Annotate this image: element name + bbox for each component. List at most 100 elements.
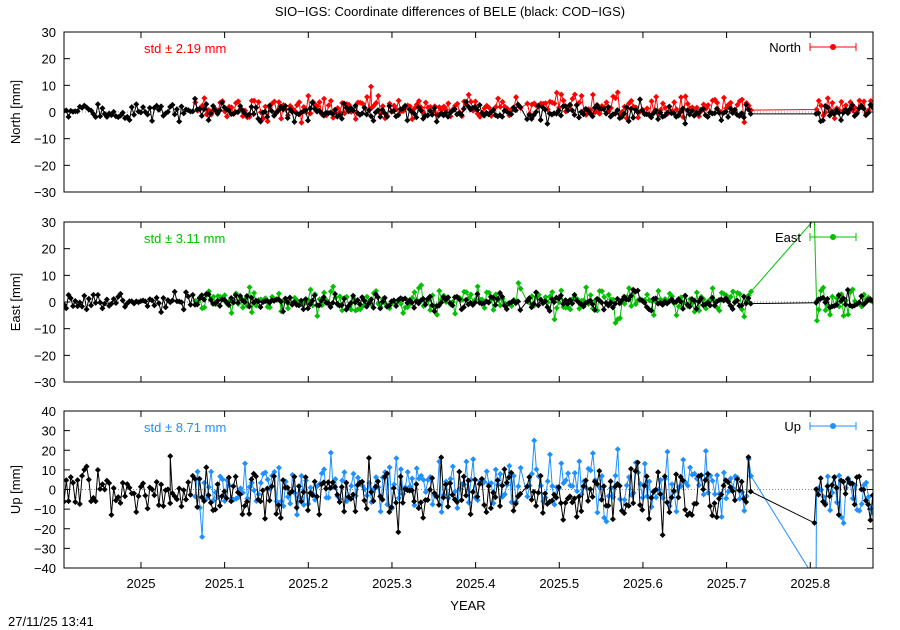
data-point xyxy=(693,305,700,312)
data-point xyxy=(205,291,212,298)
data-point xyxy=(72,297,79,304)
x-tick-label: 2025.5 xyxy=(539,576,579,591)
data-point xyxy=(492,494,499,501)
data-point xyxy=(741,507,748,514)
y-tick-label: −30 xyxy=(34,541,56,556)
data-point xyxy=(311,478,318,485)
data-point xyxy=(625,502,632,509)
data-point xyxy=(598,473,605,480)
data-point xyxy=(350,470,357,477)
data-point xyxy=(377,113,384,120)
data-point xyxy=(617,315,624,322)
data-point xyxy=(576,493,583,500)
data-point xyxy=(173,106,180,113)
data-point xyxy=(535,302,542,309)
data-point xyxy=(280,308,287,315)
data-point xyxy=(393,499,400,506)
data-point xyxy=(237,102,244,109)
data-point xyxy=(391,481,398,488)
data-point xyxy=(639,494,646,501)
data-point xyxy=(232,291,239,298)
data-point xyxy=(192,95,199,102)
data-point xyxy=(271,473,278,480)
data-point xyxy=(551,501,558,508)
data-point xyxy=(248,309,255,316)
data-point xyxy=(474,283,481,290)
data-point xyxy=(210,102,217,109)
data-point xyxy=(627,292,634,299)
data-point xyxy=(108,300,115,307)
data-point xyxy=(278,115,285,122)
y-tick-label: −20 xyxy=(34,348,56,363)
data-point xyxy=(542,298,549,305)
data-point xyxy=(386,102,393,109)
data-point xyxy=(243,498,250,505)
data-point xyxy=(144,505,151,512)
data-point xyxy=(422,99,429,106)
x-tick-label: 2025.1 xyxy=(205,576,245,591)
data-point xyxy=(332,106,339,113)
data-point xyxy=(126,484,133,491)
data-point xyxy=(241,502,248,509)
data-point xyxy=(259,487,266,494)
data-point xyxy=(815,110,822,117)
data-point xyxy=(366,480,373,487)
data-point xyxy=(377,508,384,515)
data-point xyxy=(838,98,845,105)
data-point xyxy=(291,473,298,480)
data-point xyxy=(365,300,372,307)
data-point xyxy=(196,475,203,482)
data-point xyxy=(338,115,345,122)
data-point xyxy=(223,495,230,502)
data-point xyxy=(295,483,302,490)
data-point xyxy=(818,102,825,109)
data-point xyxy=(164,108,171,115)
footer-timestamp: 27/11/25 13:41 xyxy=(8,614,94,629)
data-point xyxy=(609,516,616,523)
data-point xyxy=(740,293,747,300)
data-point xyxy=(655,287,662,294)
panel-east: −30 −20 −10 0 10 20 30 East [mm] std ± 3.11 mm Ea… xyxy=(8,215,874,390)
data-point xyxy=(470,456,477,463)
data-point xyxy=(691,297,698,304)
data-point xyxy=(632,301,639,308)
data-point xyxy=(361,104,368,111)
data-point xyxy=(225,302,232,309)
data-point xyxy=(295,302,302,309)
data-point xyxy=(646,515,653,522)
data-point xyxy=(490,294,497,301)
data-point xyxy=(112,299,119,306)
data-point xyxy=(693,500,700,507)
data-point xyxy=(478,475,485,482)
data-point xyxy=(718,491,725,498)
data-point xyxy=(598,288,605,295)
data-point xyxy=(74,477,81,484)
data-point xyxy=(160,295,167,302)
data-point xyxy=(535,489,542,496)
data-point xyxy=(515,483,522,490)
data-point xyxy=(338,483,345,490)
data-point xyxy=(264,118,271,125)
data-point xyxy=(822,307,829,314)
data-point xyxy=(623,104,630,111)
data-point xyxy=(271,98,278,105)
data-point xyxy=(160,502,167,509)
data-point xyxy=(589,91,596,98)
data-point xyxy=(556,299,563,306)
data-point xyxy=(824,95,831,102)
x-tick-label: 2025.6 xyxy=(623,576,663,591)
data-point xyxy=(533,466,540,473)
data-point xyxy=(474,497,481,504)
data-point xyxy=(354,297,361,304)
data-point xyxy=(840,520,847,527)
data-point xyxy=(347,299,354,306)
data-point xyxy=(648,494,655,501)
data-point xyxy=(445,113,452,120)
data-point xyxy=(76,299,83,306)
data-point xyxy=(844,476,851,483)
data-point xyxy=(587,486,594,493)
data-point xyxy=(158,309,165,316)
data-point xyxy=(824,295,831,302)
data-point xyxy=(510,507,517,514)
data-point xyxy=(140,480,147,487)
